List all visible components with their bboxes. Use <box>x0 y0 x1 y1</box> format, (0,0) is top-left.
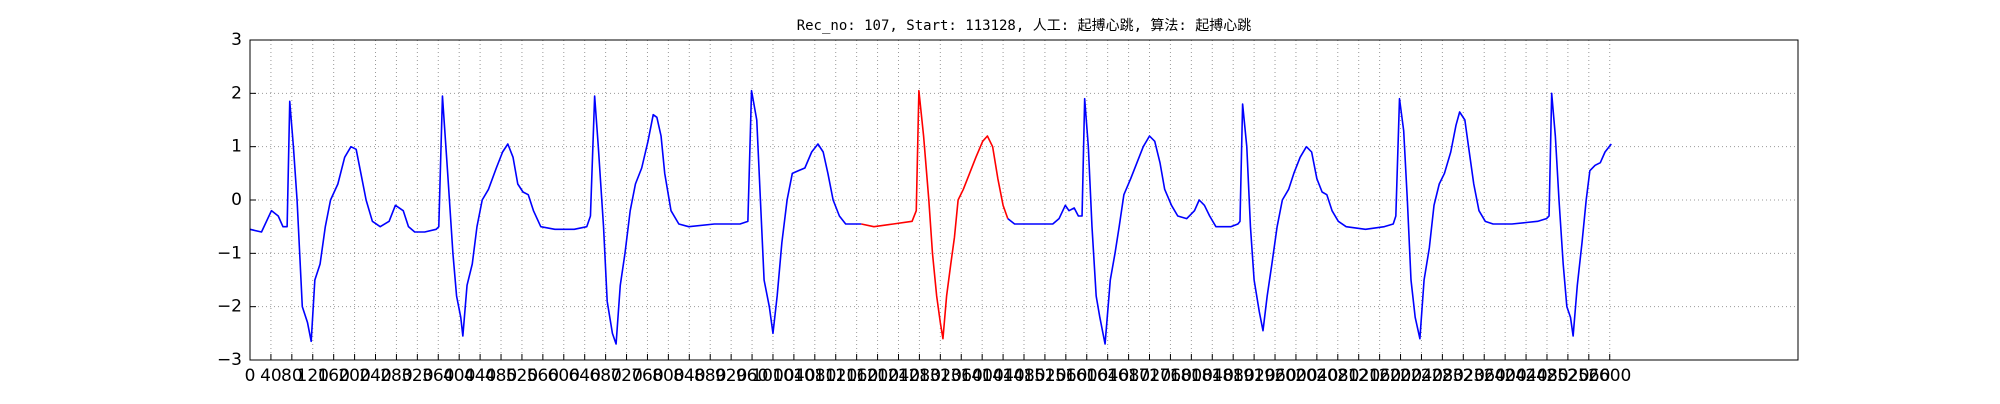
x-tick-label: 2360 <box>1463 366 1506 386</box>
x-tick-label: 1760 <box>1149 366 1192 386</box>
x-tick-label: 800 <box>652 366 684 386</box>
plot-frame <box>249 39 1799 361</box>
x-tick-label: 120 <box>297 366 329 386</box>
x-tick-label: 1600 <box>1065 366 1108 386</box>
x-tick-label: 2200 <box>1379 366 1422 386</box>
y-tick-label: −1 <box>217 243 242 263</box>
ecg-line <box>249 89 862 345</box>
y-tick-label: 3 <box>231 30 242 50</box>
x-tick-label: 2320 <box>1442 366 1485 386</box>
x-tick-label: 40 <box>260 366 282 386</box>
x-tick-label: 760 <box>631 366 663 386</box>
x-tick-label: 520 <box>506 366 538 386</box>
x-tick-label: 1360 <box>940 366 983 386</box>
x-tick-label: 240 <box>359 366 391 386</box>
x-tick-label: 1840 <box>1191 366 1234 386</box>
x-tick-label: 2480 <box>1525 366 1568 386</box>
x-tick-label: 920 <box>715 366 747 386</box>
ecg-line <box>861 89 1009 340</box>
x-tick-label: 1680 <box>1107 366 1150 386</box>
x-tick-label: 1560 <box>1044 366 1087 386</box>
x-tick-label: 2280 <box>1421 366 1464 386</box>
x-tick-label: 2520 <box>1546 366 1589 386</box>
x-tick-label: 480 <box>485 366 517 386</box>
x-tick-label: 2160 <box>1358 366 1401 386</box>
y-tick-label: −3 <box>217 350 242 370</box>
x-tick-label: 680 <box>589 366 621 386</box>
x-tick-label: 720 <box>610 366 642 386</box>
x-tick-label: 2080 <box>1316 366 1359 386</box>
x-tick-label: 2040 <box>1295 366 1338 386</box>
x-tick-label: 320 <box>401 366 433 386</box>
x-tick-label: 440 <box>464 366 496 386</box>
x-tick-label: 0 <box>245 366 256 386</box>
x-tick-label: 1120 <box>814 366 857 386</box>
x-tick-label: 640 <box>568 366 600 386</box>
x-tick-label: 2440 <box>1504 366 1547 386</box>
x-tick-label: 1160 <box>835 366 878 386</box>
x-tick-label: 2000 <box>1274 366 1317 386</box>
x-tick-label: 1200 <box>856 366 899 386</box>
x-tick-label: 360 <box>422 366 454 386</box>
x-tick-label: 960 <box>736 366 768 386</box>
x-tick-label: 600 <box>548 366 580 386</box>
x-tick-label: 2560 <box>1567 366 1610 386</box>
x-tick-label: 1080 <box>793 366 836 386</box>
x-tick-label: 1280 <box>898 366 941 386</box>
x-tick-label: 1640 <box>1086 366 1129 386</box>
x-tick-label: 1320 <box>919 366 962 386</box>
x-tick-label: 2600 <box>1588 366 1631 386</box>
x-tick-label: 1400 <box>961 366 1004 386</box>
y-tick-label: 1 <box>231 137 242 157</box>
x-tick-label: 1240 <box>877 366 920 386</box>
x-tick-label: 1920 <box>1232 366 1275 386</box>
x-tick-label: 840 <box>673 366 705 386</box>
x-tick-label: 80 <box>281 366 303 386</box>
x-tick-label: 1960 <box>1253 366 1296 386</box>
x-tick-label: 1720 <box>1128 366 1171 386</box>
x-tick-label: 2400 <box>1484 366 1527 386</box>
x-tick-label: 880 <box>694 366 726 386</box>
chart-title: Rec_no: 107, Start: 113128, 人工: 起搏心跳, 算法… <box>797 17 1252 34</box>
y-tick-label: −2 <box>217 297 242 317</box>
x-tick-label: 2240 <box>1400 366 1443 386</box>
x-tick-label: 160 <box>317 366 349 386</box>
x-tick-label: 1000 <box>751 366 794 386</box>
x-tick-label: 200 <box>338 366 370 386</box>
ecg-line <box>1007 92 1612 345</box>
x-tick-label: 1880 <box>1212 366 1255 386</box>
x-tick-label: 1040 <box>772 366 815 386</box>
x-tick-label: 1480 <box>1002 366 1045 386</box>
x-tick-label: 280 <box>380 366 412 386</box>
x-tick-label: 2120 <box>1337 366 1380 386</box>
x-tick-label: 1800 <box>1170 366 1213 386</box>
x-tick-label: 560 <box>527 366 559 386</box>
y-tick-label: 0 <box>231 190 242 210</box>
y-tick-label: 2 <box>231 83 242 103</box>
x-tick-label: 400 <box>443 366 475 386</box>
x-tick-label: 1520 <box>1023 366 1066 386</box>
x-tick-label: 1440 <box>981 366 1024 386</box>
